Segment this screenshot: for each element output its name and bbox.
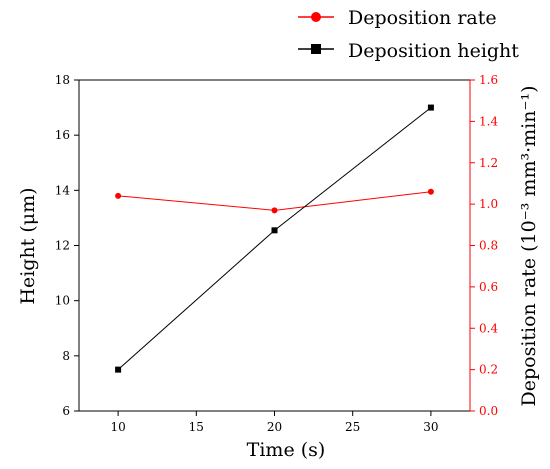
legend-marker-deposition-height xyxy=(311,44,321,54)
y-right-tick-label: 1.6 xyxy=(479,73,498,87)
x-axis-ticks: 10 15 20 25 30 xyxy=(110,411,439,434)
data-point-deposition-rate xyxy=(427,188,434,195)
x-tick-label: 15 xyxy=(189,420,204,434)
x-tick-label: 30 xyxy=(423,420,438,434)
y-left-tick-label: 16 xyxy=(55,128,70,142)
y-right-tick-label: 1.4 xyxy=(479,114,498,128)
y-left-axis-ticks: 6 8 10 12 14 16 18 xyxy=(55,73,79,418)
x-tick-label: 20 xyxy=(267,420,282,434)
y-left-tick-label: 12 xyxy=(55,239,70,253)
y-right-tick-label: 1.0 xyxy=(479,197,498,211)
y-right-tick-label: 0.6 xyxy=(479,280,498,294)
legend-marker-deposition-rate xyxy=(311,12,321,22)
legend-label-deposition-rate: Deposition rate xyxy=(348,7,497,29)
data-point-deposition-height xyxy=(115,366,122,373)
y-right-tick-label: 0.0 xyxy=(479,404,498,418)
legend-label-deposition-height: Deposition height xyxy=(348,40,519,62)
series-layer xyxy=(115,104,434,373)
legend-entry-deposition-rate: Deposition rate xyxy=(298,7,497,29)
data-point-deposition-height xyxy=(271,227,278,234)
y-left-tick-label: 8 xyxy=(62,349,70,363)
y-right-axis-ticks: 0.0 0.2 0.4 0.6 0.8 1.0 1.2 1.4 1.6 xyxy=(470,73,498,418)
x-tick-label: 10 xyxy=(110,420,125,434)
y-left-axis-title: Height (μm) xyxy=(17,187,39,304)
data-point-deposition-height xyxy=(427,104,434,111)
y-left-tick-label: 10 xyxy=(55,294,70,308)
y-left-tick-label: 6 xyxy=(62,404,70,418)
y-left-tick-label: 14 xyxy=(55,183,71,197)
legend: Deposition rate Deposition height xyxy=(298,7,519,62)
x-axis-title: Time (s) xyxy=(247,439,326,461)
plot-frame xyxy=(78,79,471,412)
x-tick-label: 25 xyxy=(345,420,360,434)
y-right-tick-label: 0.4 xyxy=(479,321,498,335)
data-point-deposition-rate xyxy=(271,207,278,214)
data-point-deposition-rate xyxy=(115,192,122,199)
legend-entry-deposition-height: Deposition height xyxy=(298,40,519,62)
y-right-tick-label: 0.2 xyxy=(479,363,498,377)
y-right-tick-label: 0.8 xyxy=(479,239,498,253)
y-left-tick-label: 18 xyxy=(55,73,70,87)
y-right-tick-label: 1.2 xyxy=(479,156,498,170)
series-line-deposition-height xyxy=(117,107,432,370)
y-right-axis-title: Deposition rate (10⁻³ mm³·min⁻¹) xyxy=(518,85,540,406)
